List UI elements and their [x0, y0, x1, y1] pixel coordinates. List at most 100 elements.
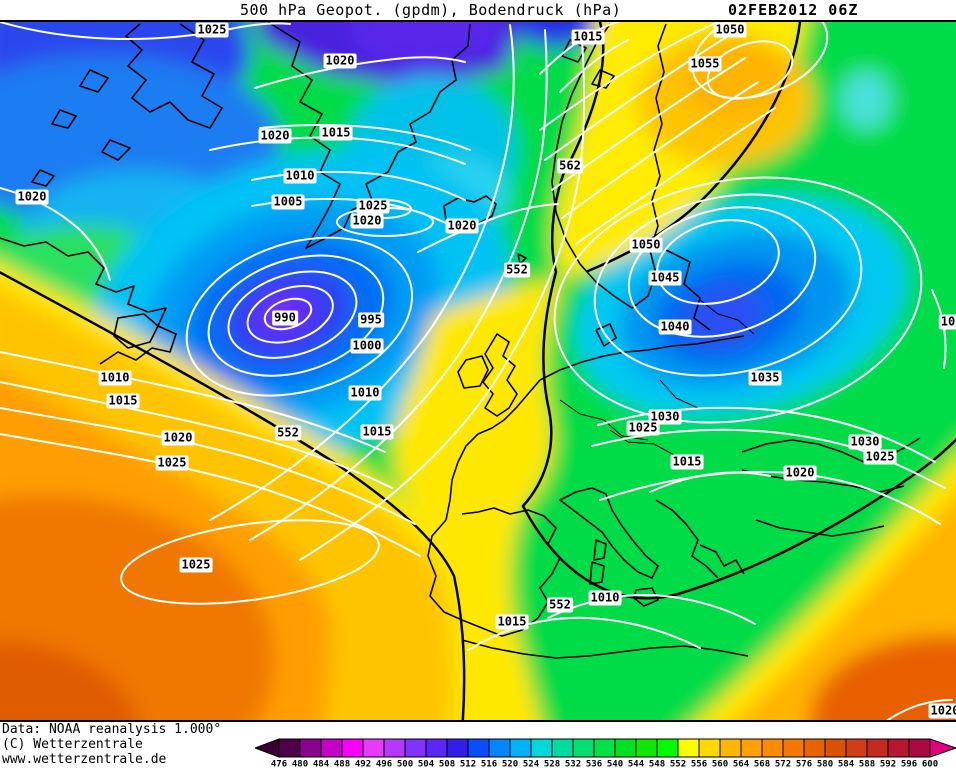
pressure-label: 1020: [928, 703, 956, 719]
colorbar-cell: [635, 738, 658, 758]
colorbar-right-arrow: [929, 738, 956, 758]
colorbar-cell: [383, 738, 406, 758]
colorbar-cell: [656, 738, 679, 758]
colorbar-cell: [488, 738, 511, 758]
pressure-label: 1010: [98, 370, 132, 386]
isobar-lines: [0, 22, 953, 720]
colorbar-cell: [278, 738, 301, 758]
colorbar-cell: [299, 738, 322, 758]
colorbar-svg: 476 480 484 488 492 496 500 504 508 512 516 520 524 5…: [253, 738, 956, 768]
colorbar-tick: 564: [733, 760, 750, 768]
pressure-label: 1040: [658, 319, 692, 335]
pressure-label: 1010: [348, 385, 382, 401]
colorbar-cell: [446, 738, 469, 758]
pressure-label: 1020: [783, 465, 817, 481]
credits: Data: NOAA reanalysis 1.000° (C) Wetterz…: [2, 722, 221, 767]
colorbar-tick: 484: [313, 760, 330, 768]
colorbar-cell: [509, 738, 532, 758]
colorbar-cell: [761, 738, 784, 758]
colorbar-tick: 480: [292, 760, 308, 768]
colorbar-tick: 492: [355, 760, 371, 768]
map-area: 1025 1020 1020 1020 1015 1010 1005 1025 1020 1020…: [0, 20, 956, 722]
pressure-label: 1050: [629, 237, 663, 253]
page-title: 500 hPa Geopot. (gpdm), Bodendruck (hPa): [240, 1, 622, 19]
pressure-label: 1025: [195, 22, 229, 38]
colorbar-cell: [887, 738, 910, 758]
pressure-label: 1015: [106, 393, 140, 409]
pressure-label: 990: [272, 310, 298, 326]
colorbar-cell: [866, 738, 889, 758]
colorbar-cell: [677, 738, 700, 758]
pressure-label: 1010: [283, 168, 317, 184]
colorbar-cell: [467, 738, 490, 758]
pressure-label: 1010: [588, 590, 622, 606]
pressure-label: 10: [938, 314, 956, 330]
pressure-label: 1025: [863, 449, 897, 465]
colorbar-tick: 516: [481, 760, 497, 768]
pressure-label: 1020: [350, 213, 384, 229]
colorbar-cell: [320, 738, 343, 758]
colorbar-cell: [908, 738, 931, 758]
map-label-layer: 1025 1020 1020 1020 1015 1010 1005 1025 1020 1020…: [0, 22, 956, 720]
colorbar-cell: [803, 738, 826, 758]
pressure-label: 1035: [748, 370, 782, 386]
colorbar-tick: 584: [838, 760, 855, 768]
colorbar-left-arrow: [253, 738, 280, 758]
colorbar-tick: 496: [376, 760, 392, 768]
colorbar-tick: 520: [502, 760, 518, 768]
pressure-label: 1050: [713, 22, 747, 38]
pressure-label: 1015: [319, 125, 353, 141]
colorbar-tick: 488: [334, 760, 350, 768]
colorbar-cell: [698, 738, 721, 758]
colorbar-cell: [341, 738, 364, 758]
pressure-label: 1045: [648, 270, 682, 286]
colorbar-tick: 580: [817, 760, 833, 768]
colorbar-tick: 560: [712, 760, 728, 768]
height-label: 552: [547, 597, 573, 613]
colorbar-tick: 512: [460, 760, 476, 768]
pressure-label: 1015: [360, 424, 394, 440]
pressure-label: 1025: [179, 557, 213, 573]
colorbar-cell: [782, 738, 805, 758]
title-bar: 500 hPa Geopot. (gpdm), Bodendruck (hPa)…: [0, 0, 956, 20]
colorbar-cell: [593, 738, 616, 758]
height-label: 552: [275, 425, 301, 441]
pressure-label: 1025: [155, 455, 189, 471]
colorbar-tick: 576: [796, 760, 812, 768]
pressure-label: 1030: [848, 434, 882, 450]
copyright: (C) Wetterzentrale: [2, 737, 143, 752]
colorbar-cell: [614, 738, 637, 758]
pressure-label: 1005: [271, 194, 305, 210]
colorbar-cell: [740, 738, 763, 758]
pressure-label: 1025: [626, 420, 660, 436]
colorbar-tick: 568: [754, 760, 770, 768]
height-label: 552: [504, 262, 530, 278]
colorbar-tick: 548: [649, 760, 665, 768]
colorbar-tick: 544: [628, 760, 645, 768]
pressure-label: 1015: [495, 614, 529, 630]
colorbar-cell: [425, 738, 448, 758]
pressure-label: 1020: [323, 53, 357, 69]
pressure-label: 1015: [670, 454, 704, 470]
colorbar: 476 480 484 488 492 496 500 504 508 512 516 520 524 5…: [253, 738, 956, 768]
pressure-label: 995: [358, 312, 384, 328]
pressure-label: 1025: [356, 198, 390, 214]
pressure-label: 1020: [445, 218, 479, 234]
colorbar-tick: 556: [691, 760, 707, 768]
height-label: 562: [557, 158, 583, 174]
colorbar-tick: 528: [544, 760, 560, 768]
map-datetime: 02FEB2012 06Z: [728, 1, 859, 19]
colorbar-tick: 552: [670, 760, 686, 768]
colorbar-tick: 476: [271, 760, 287, 768]
colorbar-tick: 596: [901, 760, 917, 768]
colorbar-tick: 536: [586, 760, 602, 768]
colorbar-tick: 600: [922, 760, 938, 768]
colorbar-tick: 504: [418, 760, 435, 768]
colorbar-tick: 588: [859, 760, 875, 768]
colorbar-cell: [404, 738, 427, 758]
colorbar-tick: 508: [439, 760, 455, 768]
pressure-label: 1020: [258, 128, 292, 144]
pressure-label: 1015: [571, 29, 605, 45]
colorbar-cell: [362, 738, 385, 758]
